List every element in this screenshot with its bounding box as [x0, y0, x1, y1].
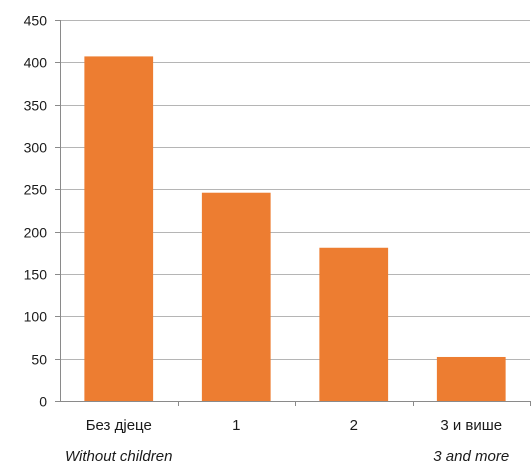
axes [55, 20, 531, 406]
y-tick-label: 50 [31, 352, 47, 368]
y-tick-label: 450 [24, 13, 48, 29]
x-category-sublabel: Without children [65, 448, 172, 465]
x-category-sublabel: 3 and more [433, 448, 509, 465]
x-category-labels: Без дјеце Without children 1 2 3 и више 3 and… [65, 417, 509, 465]
x-category-label: 2 [350, 417, 358, 434]
y-tick-labels: 0 50 100 150 200 250 300 350 400 450 [24, 13, 48, 410]
x-category-label: 3 и више [440, 417, 502, 434]
bar-3 [319, 247, 389, 401]
x-category-label: 1 [232, 417, 240, 434]
y-tick-label: 400 [24, 55, 48, 71]
y-tick-label: 300 [24, 140, 48, 156]
y-tick-label: 150 [24, 267, 48, 283]
bar-4 [436, 356, 506, 401]
y-tick-label: 350 [24, 98, 48, 114]
y-tick-label: 250 [24, 182, 48, 198]
x-category-label: Без дјеце [86, 417, 152, 434]
bar-2 [201, 192, 271, 401]
bars [84, 56, 506, 401]
bar-1 [84, 56, 154, 401]
y-tick-label: 100 [24, 309, 48, 325]
y-tick-label: 200 [24, 225, 48, 241]
y-tick-label: 0 [39, 394, 47, 410]
